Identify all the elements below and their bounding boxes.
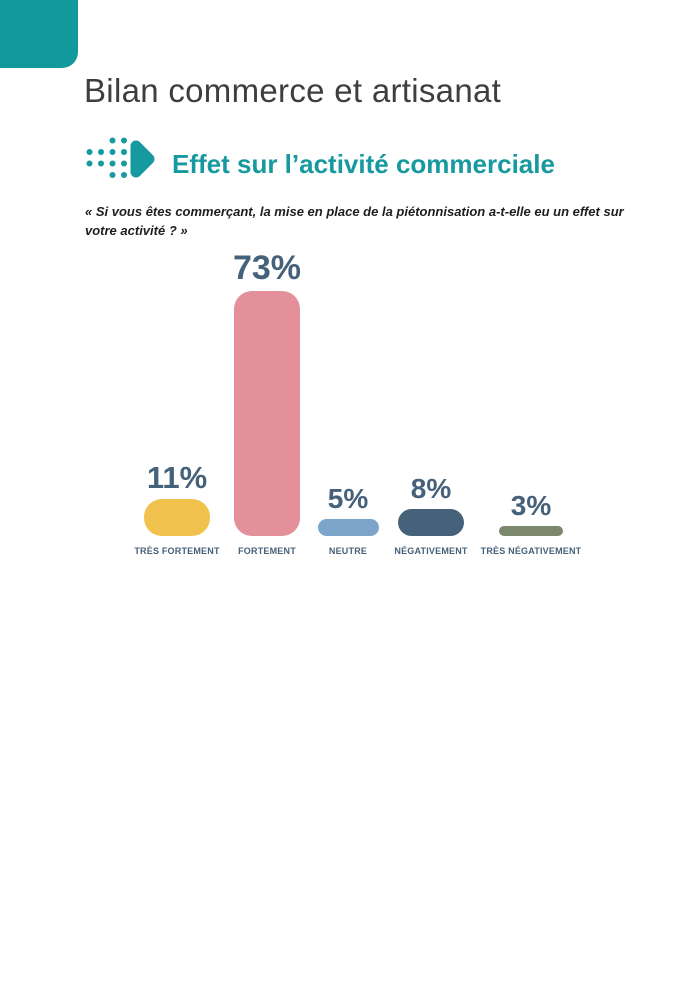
bar-category-label: NÉGATIVEMENT: [394, 546, 468, 556]
bar-value-label: 5%: [327, 483, 369, 514]
bar-group: 3% TRÈS NÉGATIVEMENT: [476, 492, 586, 557]
bar: [317, 519, 379, 536]
bar-group: 11% TRÈS FORTEMENT: [122, 462, 232, 557]
bar: [234, 291, 300, 536]
bar-group: 5% NEUTRE: [293, 485, 403, 557]
bar-group: 8% NÉGATIVEMENT: [376, 475, 486, 557]
bar: [144, 499, 210, 536]
survey-question: « Si vous êtes commerçant, la mise en pl…: [85, 202, 630, 240]
survey-question-line1: « Si vous êtes commerçant, la mise en pl…: [85, 204, 624, 219]
bar: [499, 526, 563, 536]
bar-category-label: TRÈS NÉGATIVEMENT: [480, 546, 582, 556]
page-title: Bilan commerce et artisanat: [84, 72, 502, 109]
bar-chart: 11% TRÈS FORTEMENT 73% FORTEMENT 5% NEUT…: [0, 245, 699, 557]
bar-group: 73% FORTEMENT: [212, 251, 322, 557]
bar-value-label: 11%: [146, 460, 208, 495]
dots-arrow-icon: [86, 137, 155, 178]
corner-decoration: [0, 0, 78, 68]
section-heading-row: Effet sur l’activité commerciale: [86, 136, 555, 192]
bar-category-label: TRÈS FORTEMENT: [134, 546, 220, 556]
bar-value-label: 73%: [232, 249, 302, 287]
bar-category-label: FORTEMENT: [238, 546, 296, 556]
bar-value-label: 3%: [510, 490, 552, 521]
bar: [398, 509, 464, 536]
section-title: Effet sur l’activité commerciale: [172, 148, 555, 179]
bar-value-label: 8%: [410, 473, 452, 504]
bar-category-label: NEUTRE: [328, 546, 368, 556]
survey-question-line2: votre activité ? »: [85, 223, 188, 238]
